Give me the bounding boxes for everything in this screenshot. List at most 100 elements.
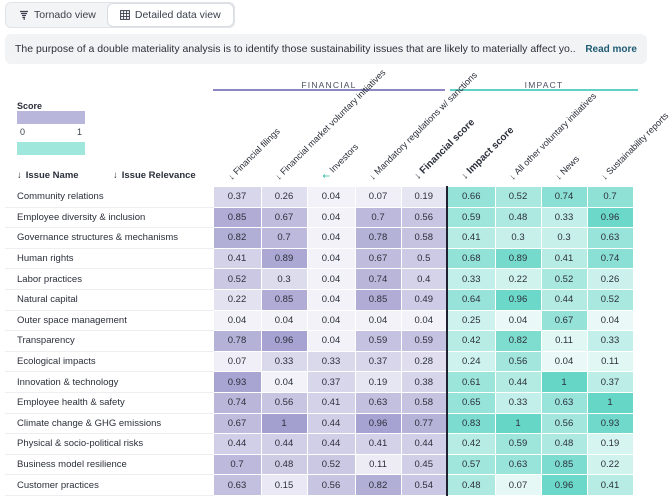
score-cell: 0.25 xyxy=(446,309,496,332)
detailed-data-view-tab[interactable]: Detailed data view xyxy=(107,4,233,26)
score-cell: 0.63 xyxy=(354,391,402,414)
table-row[interactable]: Outer space management 0.04 0.04 0.04 0.04 0.… xyxy=(5,309,634,332)
score-cell: 0.85 xyxy=(260,288,308,311)
score-cell: 0.04 xyxy=(586,309,634,332)
score-cell: 0.37 xyxy=(354,350,402,373)
score-cell: 0.04 xyxy=(354,309,402,332)
score-cell: 0.37 xyxy=(586,371,634,393)
issue-name: Employee health & safety xyxy=(5,392,213,414)
score-cell: 0.19 xyxy=(354,371,402,393)
score-cell: 0.26 xyxy=(586,268,634,290)
column-header-news[interactable]: ↓News xyxy=(553,154,581,182)
score-cell: 0.7 xyxy=(586,186,634,208)
issue-name: Climate change & GHG emissions xyxy=(5,413,213,435)
legend-min: 0 xyxy=(20,127,26,137)
table-row[interactable]: Human rights 0.41 0.89 0.04 0.67 0.5 0.68 0.89 0… xyxy=(5,247,634,270)
issue-name: Human rights xyxy=(5,248,213,270)
column-header-label: All other voluntary initiatives xyxy=(512,90,599,177)
score-cell: 0.83 xyxy=(446,412,496,435)
score-cell: 0.89 xyxy=(260,247,308,270)
table-row[interactable]: Business model resilience 0.7 0.48 0.52 0.11… xyxy=(5,453,634,476)
score-cell: 0.85 xyxy=(354,288,402,311)
score-cell: 0.68 xyxy=(446,247,496,270)
issue-name: Physical & socio-political risks xyxy=(5,433,213,455)
table-row[interactable]: Customer practices 0.63 0.15 0.56 0.82 0.54 0.… xyxy=(5,474,634,496)
table-row[interactable]: Employee health & safety 0.74 0.56 0.41 0.63… xyxy=(5,391,634,414)
score-cell: 0.54 xyxy=(400,474,448,496)
sort-arrow-icon: ↓ xyxy=(113,170,118,181)
score-cell: 0.96 xyxy=(586,206,634,229)
score-cell: 0.28 xyxy=(400,350,448,373)
score-cell: 0.41 xyxy=(212,247,262,270)
issue-name: Natural capital xyxy=(5,289,213,311)
score-cell: 0.63 xyxy=(494,453,542,476)
score-cell: 0.37 xyxy=(306,371,356,393)
score-cell: 0.56 xyxy=(494,350,542,373)
column-header-all-other-voluntary-initiatives[interactable]: ↓All other voluntary initiatives xyxy=(507,91,598,182)
score-cell: 0.04 xyxy=(260,309,308,332)
table-row[interactable]: Employee diversity & inclusion 0.85 0.67 0.… xyxy=(5,206,634,229)
score-cell: 0.42 xyxy=(446,330,496,352)
score-cell: 0.22 xyxy=(212,288,262,311)
score-cell: 0.33 xyxy=(260,350,308,373)
score-cell: 0.38 xyxy=(400,371,448,393)
impact-group-label: IMPACT xyxy=(524,80,564,90)
table-row[interactable]: Physical & socio-political risks 0.44 0.44… xyxy=(5,433,634,455)
score-cell: 0.04 xyxy=(306,227,356,249)
score-cell: 0.77 xyxy=(400,412,448,435)
score-cell: 0.96 xyxy=(354,412,402,435)
table-row[interactable]: Natural capital 0.22 0.85 0.04 0.85 0.49 0.64 0… xyxy=(5,288,634,311)
score-cell: 0.04 xyxy=(212,309,262,332)
issue-name: Customer practices xyxy=(5,474,213,496)
score-cell: 0.26 xyxy=(260,186,308,208)
score-cell: 0.11 xyxy=(586,350,634,373)
score-cell: 0.59 xyxy=(446,206,496,229)
score-cell: 0.44 xyxy=(494,371,542,393)
table-row[interactable]: Transparency 0.78 0.96 0.04 0.59 0.59 0.42 0.82… xyxy=(5,330,634,352)
tornado-icon xyxy=(20,10,28,20)
issue-relevance-header[interactable]: ↓ Issue Relevance xyxy=(113,170,196,181)
table-row[interactable]: Innovation & technology 0.93 0.04 0.37 0.19 0… xyxy=(5,371,634,393)
column-header-sustainability-reports[interactable]: ↓Sustainability reports xyxy=(599,111,670,182)
score-cell: 0.07 xyxy=(212,350,262,373)
tornado-view-label: Tornado view xyxy=(34,9,96,21)
score-cell: 0.04 xyxy=(540,350,588,373)
detailed-data-view-label: Detailed data view xyxy=(134,9,221,21)
issue-name: Labor practices xyxy=(5,268,213,290)
issue-name: Business model resilience xyxy=(5,454,213,476)
issue-name-header[interactable]: ↓ Issue Name xyxy=(17,170,79,181)
score-cell: 0.52 xyxy=(586,288,634,311)
column-header-investors[interactable]: ↖Investors xyxy=(320,142,360,182)
score-cell: 0.15 xyxy=(260,474,308,496)
score-cell: 0.78 xyxy=(212,330,262,352)
score-cell: 0.93 xyxy=(212,371,262,393)
read-more-link[interactable]: Read more xyxy=(585,43,637,55)
table-row[interactable]: Climate change & GHG emissions 0.67 1 0.44 0… xyxy=(5,412,634,435)
score-cell: 0.85 xyxy=(540,453,588,476)
score-cell: 0.4 xyxy=(400,268,448,290)
score-cell: 0.67 xyxy=(540,309,588,332)
score-cell: 0.3 xyxy=(540,227,588,249)
table-row[interactable]: Labor practices 0.52 0.3 0.04 0.74 0.4 0.33 0.2… xyxy=(5,268,634,290)
score-cell: 0.04 xyxy=(400,309,448,332)
score-cell: 1 xyxy=(586,391,634,414)
score-cell: 0.7 xyxy=(260,227,308,249)
financial-group-label: FINANCIAL xyxy=(301,80,357,90)
score-cell: 0.04 xyxy=(306,330,356,352)
score-cell: 0.3 xyxy=(494,227,542,249)
table-row[interactable]: Ecological impacts 0.07 0.33 0.33 0.37 0.28 0.… xyxy=(5,350,634,373)
issue-name: Ecological impacts xyxy=(5,351,213,373)
score-cell: 1 xyxy=(494,412,542,435)
tornado-view-tab[interactable]: Tornado view xyxy=(7,4,108,26)
issue-name: Employee diversity & inclusion xyxy=(5,207,213,229)
table-row[interactable]: Governance structures & mechanisms 0.82 0.… xyxy=(5,227,634,249)
issue-name: Community relations xyxy=(5,186,213,208)
view-toggle: Tornado view Detailed data view xyxy=(5,2,235,28)
score-cell: 0.67 xyxy=(260,206,308,229)
table-row[interactable]: Community relations 0.37 0.26 0.04 0.07 0.19 0… xyxy=(5,186,634,208)
score-cell: 0.07 xyxy=(354,186,402,208)
score-cell: 0.59 xyxy=(494,433,542,455)
score-cell: 0.56 xyxy=(400,206,448,229)
score-cell: 0.52 xyxy=(306,453,356,476)
score-cell: 0.56 xyxy=(260,391,308,414)
